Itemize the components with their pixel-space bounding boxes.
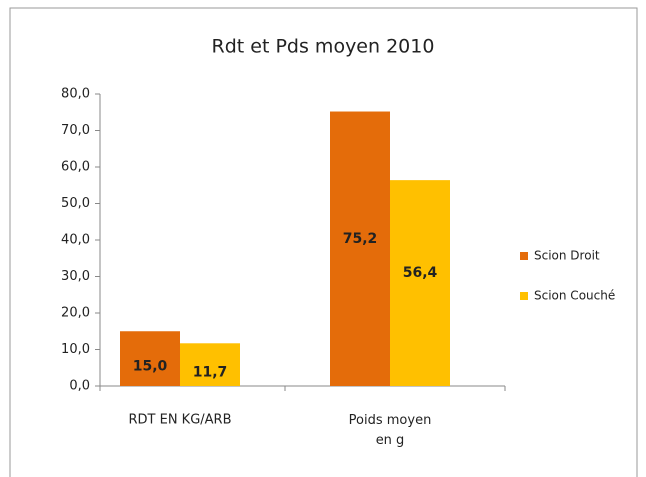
y-tick-label: 50,0	[61, 196, 90, 211]
value-label: 75,2	[343, 231, 378, 247]
y-tick-label: 20,0	[61, 306, 90, 321]
x-tick-label: RDT EN KG/ARB	[128, 413, 231, 428]
chart-frame	[9, 7, 638, 477]
legend-label: Scion Droit	[534, 249, 600, 263]
bar	[390, 180, 450, 386]
y-tick-label: 70,0	[61, 123, 90, 138]
bar	[120, 331, 180, 386]
value-label: 11,7	[193, 365, 228, 381]
bar	[180, 343, 240, 386]
value-label: 56,4	[403, 265, 438, 281]
bar	[330, 111, 390, 387]
y-tick-label: 10,0	[61, 342, 90, 357]
legend-label: Scion Couché	[534, 289, 615, 303]
legend-swatch	[520, 252, 528, 260]
y-tick-label: 60,0	[61, 160, 90, 175]
x-tick-label: Poids moyen en g	[349, 413, 432, 448]
y-tick-label: 80,0	[61, 87, 90, 102]
chart-title: Rdt et Pds moyen 2010	[212, 36, 435, 58]
legend-swatch	[520, 292, 528, 300]
value-label: 15,0	[133, 359, 168, 375]
y-tick-label: 30,0	[61, 269, 90, 284]
y-tick-label: 40,0	[61, 233, 90, 248]
y-tick-label: 0,0	[69, 379, 90, 394]
